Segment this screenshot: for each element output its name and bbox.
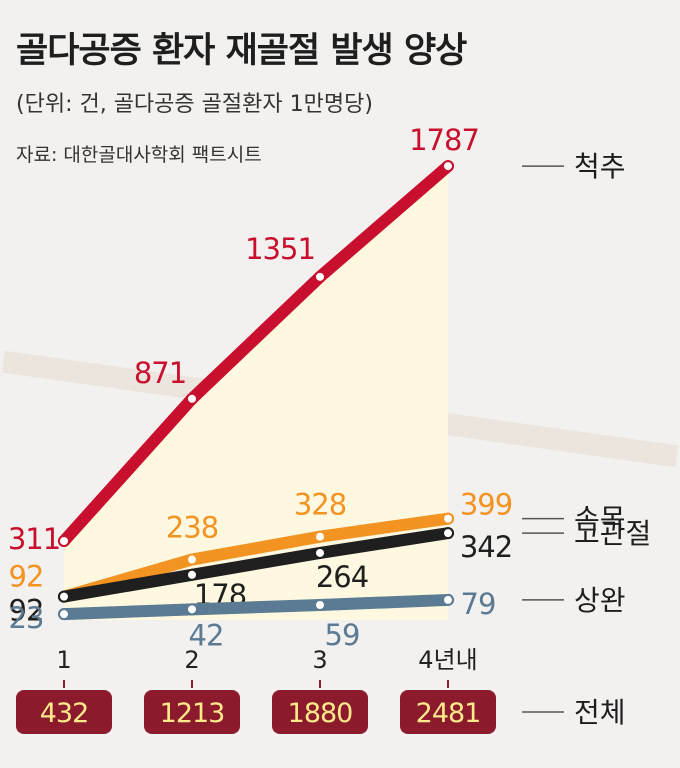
data-label-1-2: 871	[134, 356, 186, 390]
series-line-4	[58, 593, 454, 621]
total-box-4	[400, 690, 496, 734]
total-value-1: 432	[40, 698, 89, 729]
chart-title: 골다공증 환자 재골절 발생 양상	[16, 31, 467, 71]
data-point-4-4	[442, 593, 454, 606]
data-label-1-3: 1351	[245, 232, 315, 266]
data-label-4-2: 42	[189, 618, 224, 652]
x-tick-label-4: 4년내	[418, 646, 477, 674]
series-line-3	[58, 527, 454, 603]
data-label-3-4: 342	[460, 530, 512, 564]
total-value-2: 1213	[160, 698, 225, 729]
x-tick-label-2: 2	[184, 646, 199, 674]
total-box-2	[144, 690, 240, 734]
total-value-4: 2481	[416, 698, 481, 729]
data-label-4-3: 59	[325, 618, 360, 652]
legend-label-total: 전체	[574, 696, 626, 729]
data-point-4-2	[186, 603, 198, 616]
data-point-3-3	[314, 546, 326, 559]
data-point-3-4	[442, 527, 454, 540]
total-box-1	[16, 690, 112, 734]
plot-area	[64, 166, 448, 621]
data-point-1-3	[314, 270, 326, 283]
data-point-2-4	[442, 512, 454, 525]
series-line-1	[58, 160, 454, 548]
x-tick-label-1: 1	[56, 646, 71, 674]
data-label-4-4: 79	[461, 587, 496, 621]
legend-label-3: 고관절	[574, 517, 651, 550]
data-label-2-1: 92	[9, 560, 44, 594]
x-tick-label-3: 3	[312, 646, 327, 674]
legend-label-2: 손목	[574, 503, 626, 536]
chart-subtitle: (단위: 건, 골다공증 골절환자 1만명당)	[16, 92, 373, 117]
total-box-3	[272, 690, 368, 734]
data-label-2-2: 238	[166, 511, 218, 545]
data-label-1-1: 311	[8, 522, 60, 556]
data-point-4-3	[314, 599, 326, 612]
total-value-3: 1880	[288, 698, 353, 729]
series-line-2	[58, 512, 454, 603]
data-point-3-1	[58, 590, 70, 603]
data-point-2-2	[186, 553, 198, 566]
data-point-4-1	[58, 608, 70, 621]
legend-label-4: 상완	[574, 584, 626, 617]
data-label-3-3: 264	[316, 560, 368, 594]
data-point-2-3	[314, 530, 326, 543]
data-point-1-4	[442, 160, 454, 173]
data-label-2-3: 328	[294, 488, 346, 522]
data-point-3-2	[186, 568, 198, 581]
data-label-4-1: 23	[9, 601, 44, 635]
chart-source: 자료: 대한골대사학회 팩트시트	[16, 144, 262, 166]
data-label-2-4: 399	[460, 488, 512, 522]
legend-label-1: 척추	[574, 150, 626, 183]
data-label-1-4: 1787	[409, 123, 479, 157]
data-point-1-1	[58, 535, 70, 548]
data-label-3-1: 92	[9, 594, 44, 628]
data-point-1-2	[186, 392, 198, 405]
